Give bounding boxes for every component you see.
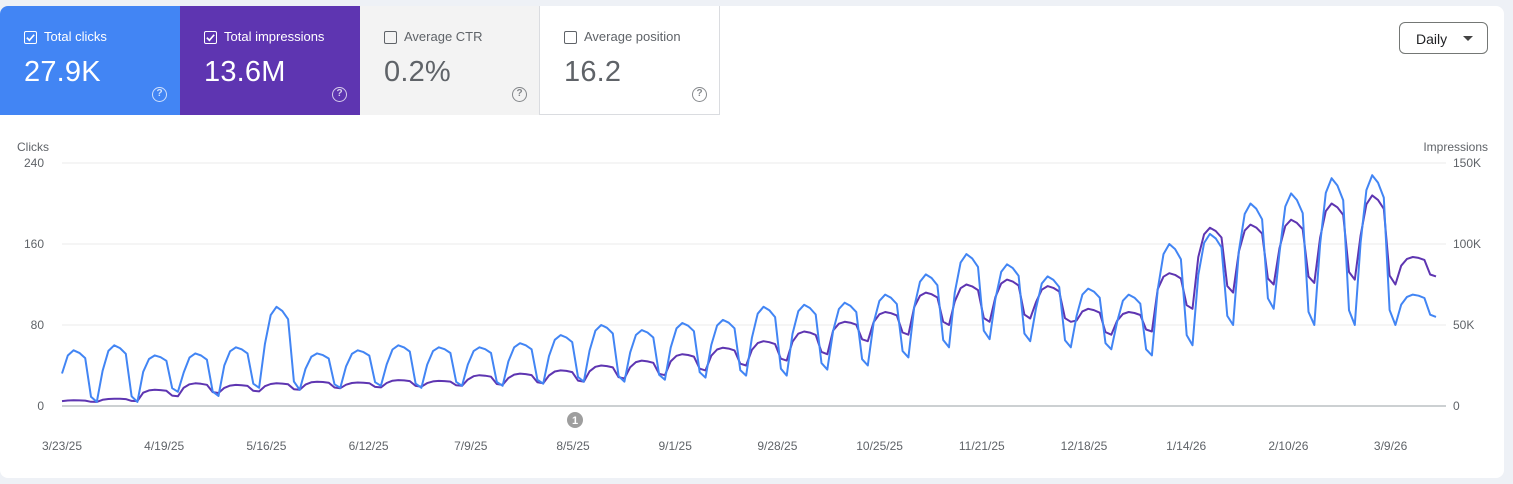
metric-average-ctr[interactable]: Average CTR 0.2% ? [360,6,540,115]
x-tick-label: 1/14/26 [1166,439,1207,453]
left-tick-label: 160 [23,237,44,251]
metric-label: Total clicks [44,29,107,44]
x-tick-label: 9/1/25 [658,439,692,453]
x-tick-label: 12/18/25 [1060,439,1108,453]
right-axis-title: Impressions [1423,140,1488,154]
period-dropdown[interactable]: Daily [1399,22,1488,54]
x-tick-label: 3/9/26 [1373,439,1408,453]
left-tick-label: 0 [37,399,44,413]
x-tick-label: 3/23/25 [41,439,83,453]
checkbox-checked-icon[interactable] [204,31,217,44]
metric-total-impressions[interactable]: Total impressions 13.6M ? [180,6,360,115]
x-tick-label: 2/10/26 [1268,439,1309,453]
metric-label: Average CTR [404,29,483,44]
metric-value: 27.9K [24,56,101,88]
help-icon[interactable]: ? [512,87,527,102]
metric-value: 16.2 [564,56,622,88]
left-axis-title: Clicks [17,140,49,154]
right-tick-label: 0 [1453,399,1460,413]
x-tick-label: 9/28/25 [757,439,798,453]
checkbox-unchecked-icon[interactable] [564,31,577,44]
caret-down-icon [1463,36,1473,41]
left-tick-label: 240 [23,156,44,170]
checkbox-unchecked-icon[interactable] [384,31,397,44]
checkbox-checked-icon[interactable] [24,31,37,44]
x-tick-label: 7/9/25 [454,439,488,453]
help-icon[interactable]: ? [332,87,347,102]
metric-label: Average position [584,29,681,44]
right-tick-label: 100K [1453,237,1482,251]
annotation-marker [567,412,583,428]
help-icon[interactable]: ? [692,87,707,102]
x-tick-label: 5/16/25 [246,439,287,453]
series-line-impressions [61,194,1437,403]
help-icon[interactable]: ? [152,87,167,102]
x-tick-label: 11/21/25 [958,439,1005,453]
performance-chart[interactable]: 1 [0,6,1504,478]
series-line-clicks [61,174,1437,403]
left-tick-label: 80 [30,318,44,332]
metric-label: Total impressions [224,29,325,44]
x-tick-label: 10/25/25 [856,439,903,453]
period-dropdown-value: Daily [1416,31,1448,47]
x-tick-label: 8/5/25 [556,439,590,453]
metric-total-clicks[interactable]: Total clicks 27.9K ? [0,6,180,115]
metric-value: 0.2% [384,56,451,88]
x-tick-label: 4/19/25 [144,439,185,453]
right-tick-label: 50K [1453,318,1475,332]
x-tick-label: 6/12/25 [348,439,389,453]
metric-value: 13.6M [204,56,286,88]
metric-average-position[interactable]: Average position 16.2 ? [540,6,720,115]
right-tick-label: 150K [1453,156,1482,170]
performance-card: Total clicks 27.9K ? Total impressions 1… [0,6,1504,478]
annotation-label: 1 [572,415,578,427]
